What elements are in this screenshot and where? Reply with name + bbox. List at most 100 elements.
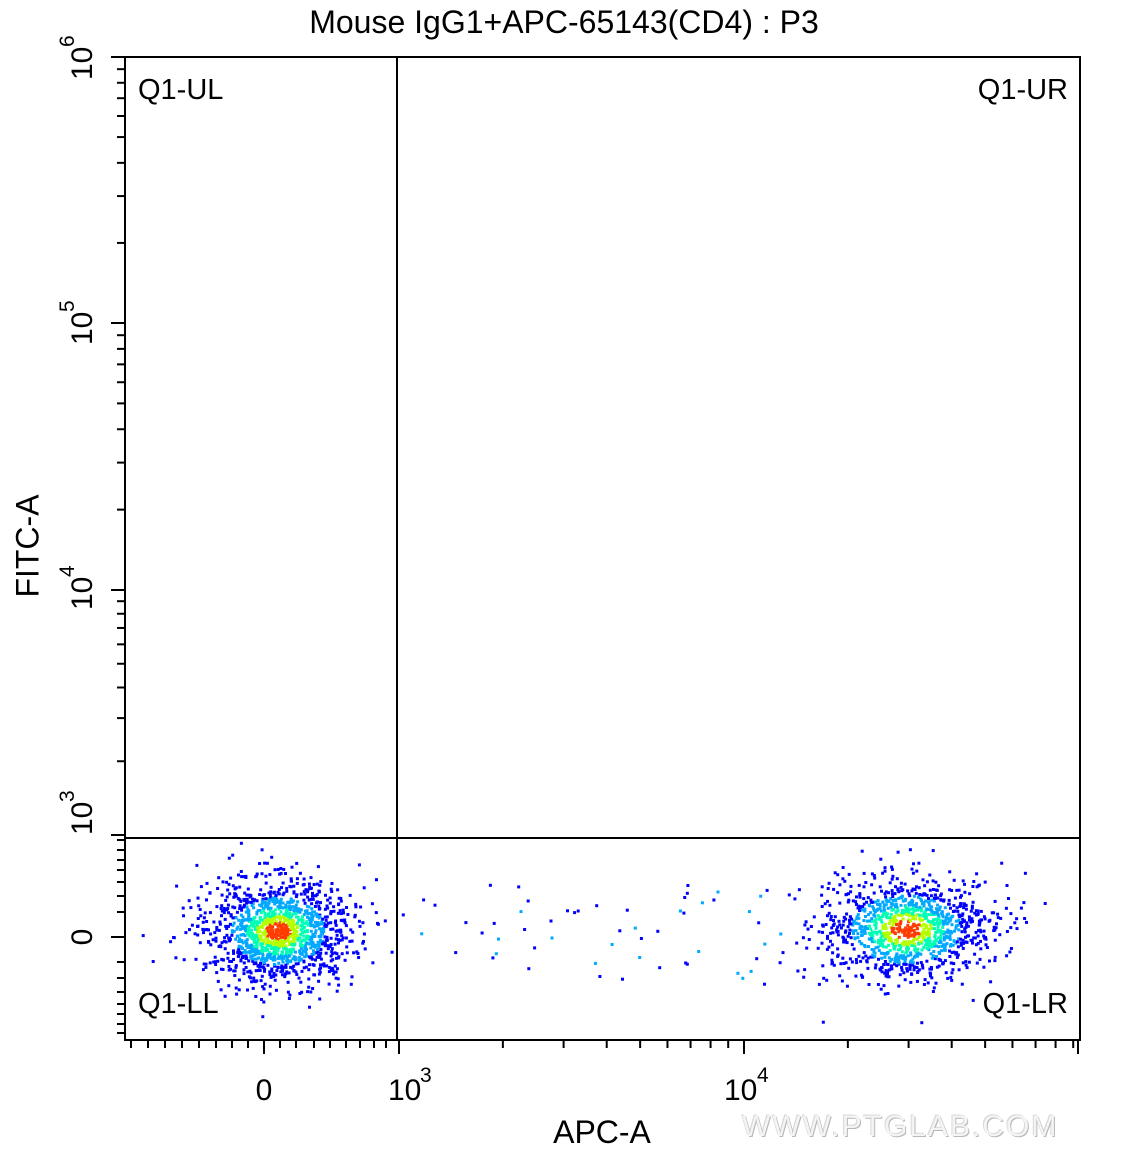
event-dot <box>276 868 280 871</box>
event-dot <box>269 890 273 894</box>
event-dot <box>821 1020 825 1024</box>
event-dot <box>296 938 300 942</box>
event-dot <box>283 905 287 909</box>
event-dot <box>927 943 931 947</box>
y-tick-label-1e6: 10 6 <box>56 35 99 80</box>
event-dot <box>820 905 824 908</box>
event-dot <box>935 910 939 914</box>
event-dot <box>924 913 928 917</box>
event-dot <box>908 848 912 852</box>
event-dot <box>307 922 311 926</box>
event-dot <box>313 905 317 908</box>
event-dot <box>201 920 205 924</box>
event-dot <box>927 913 931 917</box>
event-dot <box>304 965 308 969</box>
event-dot <box>854 974 858 978</box>
event-dot <box>930 956 934 960</box>
event-dot <box>222 907 226 910</box>
event-dot <box>287 971 291 975</box>
event-dot <box>916 937 919 941</box>
event-dot <box>964 903 968 907</box>
event-dot <box>938 905 942 909</box>
event-dot <box>851 899 855 903</box>
event-dot <box>870 948 874 951</box>
event-dot <box>869 955 873 959</box>
event-dot <box>199 914 203 918</box>
event-dot <box>927 933 931 937</box>
event-dot <box>741 976 745 980</box>
event-dot <box>341 918 345 922</box>
event-dot <box>934 938 938 942</box>
event-dot <box>900 889 904 893</box>
event-dot <box>861 905 865 909</box>
event-dot <box>273 964 277 968</box>
event-dot <box>301 924 305 928</box>
event-dot <box>288 940 291 944</box>
event-dot <box>268 944 272 948</box>
event-dot <box>895 952 899 956</box>
event-dot <box>882 932 885 936</box>
event-dot <box>199 885 203 889</box>
event-dot <box>911 961 915 965</box>
event-dot <box>221 958 225 962</box>
event-dot <box>226 956 230 960</box>
event-dot <box>273 933 277 937</box>
event-dot <box>281 960 285 964</box>
event-dot <box>327 965 331 969</box>
event-dot <box>920 924 924 928</box>
event-dot <box>949 906 952 910</box>
event-dot <box>841 877 845 881</box>
event-dot <box>950 923 954 927</box>
event-dot <box>311 933 315 936</box>
event-dot <box>894 911 898 915</box>
event-dot <box>805 946 809 950</box>
event-dot <box>271 946 275 950</box>
event-dot <box>841 935 845 939</box>
event-dot <box>923 978 927 982</box>
event-dot <box>759 894 763 898</box>
event-dot <box>264 900 268 904</box>
event-dot <box>969 920 973 924</box>
event-dot <box>281 881 285 885</box>
event-dot <box>307 968 311 972</box>
event-dot <box>215 905 219 909</box>
event-dot <box>883 937 887 941</box>
event-dot <box>526 899 530 903</box>
event-dot <box>881 900 885 904</box>
event-dot <box>264 921 268 925</box>
event-dot <box>330 947 334 951</box>
event-dot <box>920 893 924 897</box>
event-dot <box>929 945 933 949</box>
event-dot <box>913 954 917 958</box>
event-dot <box>235 934 239 938</box>
event-dot <box>781 951 785 955</box>
event-dot <box>269 918 273 922</box>
event-dot <box>319 901 322 905</box>
event-dot <box>867 913 870 917</box>
event-dot <box>942 899 946 903</box>
event-dot <box>230 960 234 963</box>
event-dot <box>959 904 963 908</box>
event-dot <box>319 940 323 944</box>
event-dot <box>335 989 339 993</box>
event-dot <box>310 916 314 920</box>
event-dot <box>244 910 248 914</box>
event-dot <box>301 944 305 948</box>
event-dot <box>215 928 219 932</box>
event-dot <box>958 915 962 919</box>
event-dot <box>433 903 437 907</box>
event-dot <box>317 972 321 976</box>
event-dot <box>838 923 842 927</box>
event-dot <box>816 946 820 950</box>
event-dot <box>832 919 835 922</box>
event-dot <box>878 907 882 911</box>
event-dot <box>295 910 299 914</box>
event-dot <box>959 895 962 899</box>
event-dot <box>830 962 834 966</box>
event-dot <box>322 922 326 926</box>
event-dot <box>888 949 892 953</box>
event-dot <box>942 930 945 934</box>
event-dot <box>302 921 306 925</box>
event-dot <box>245 938 249 942</box>
event-dot <box>258 909 262 912</box>
